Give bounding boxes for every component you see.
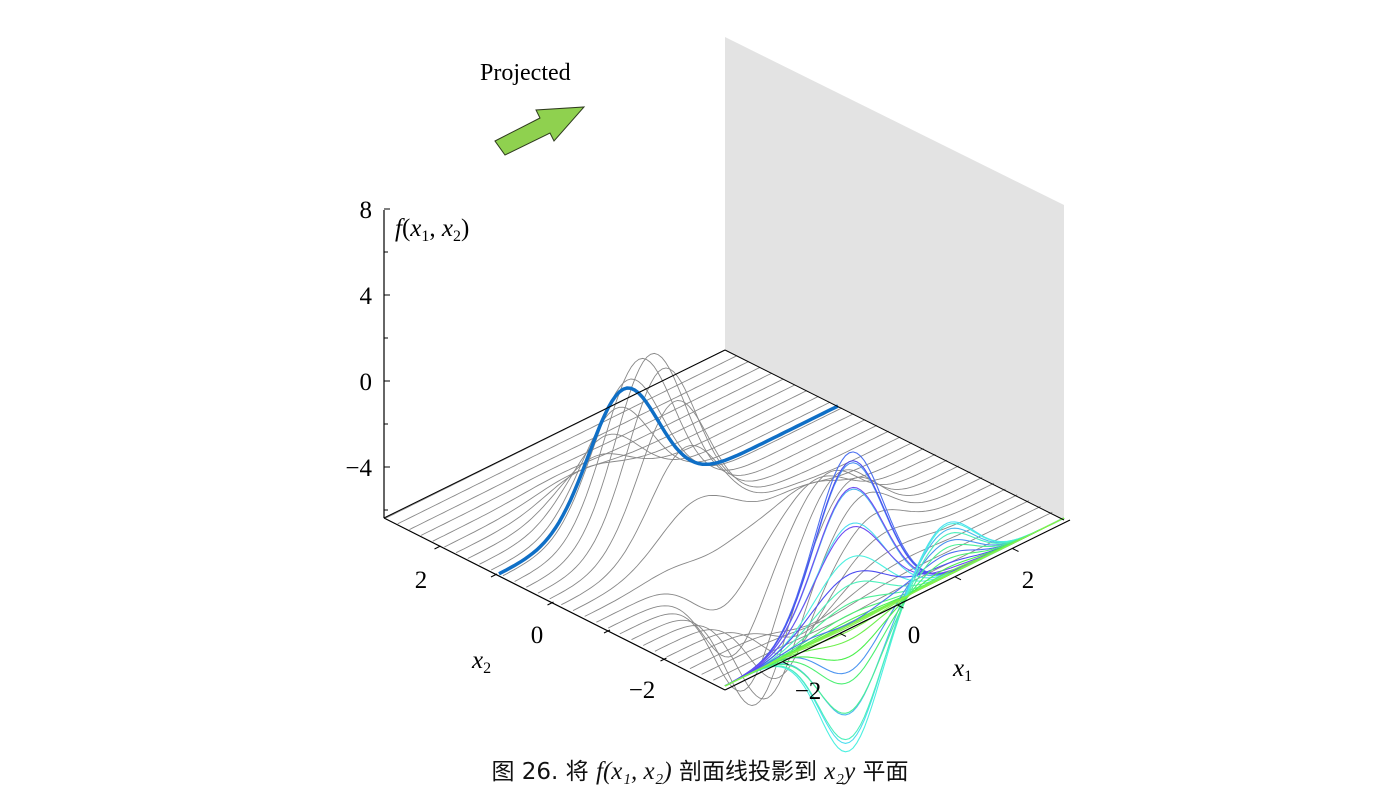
z-tick-label: −4 bbox=[345, 455, 372, 482]
surface-profile bbox=[502, 378, 843, 577]
projection-arrow bbox=[494, 106, 586, 156]
z-tick-label: 0 bbox=[360, 369, 373, 396]
surface-profile bbox=[467, 390, 807, 559]
surface-profile bbox=[444, 378, 784, 548]
x1-axis bbox=[724, 519, 1071, 691]
x1-axis-title: x1 bbox=[952, 655, 972, 685]
caption-middle: 剖面线投影到 bbox=[671, 759, 825, 785]
surface-profile bbox=[654, 482, 995, 680]
surface-profile bbox=[537, 367, 878, 594]
surface-profile bbox=[514, 357, 854, 582]
z-title-f: f bbox=[395, 215, 405, 242]
caption-prefix: 图 26. 将 bbox=[491, 759, 596, 785]
x1-tick bbox=[954, 576, 962, 581]
x2-tick-label: −2 bbox=[629, 677, 656, 704]
projected-profile bbox=[724, 517, 1065, 753]
surface-profile bbox=[526, 352, 866, 588]
x1-tick bbox=[782, 661, 789, 666]
x2-tick-label: 0 bbox=[531, 622, 544, 649]
surface-profile bbox=[701, 505, 1041, 675]
surface-profile bbox=[689, 500, 1030, 670]
projection-plane bbox=[725, 37, 1064, 520]
x2-axis bbox=[383, 517, 726, 691]
x1-tick bbox=[1012, 548, 1019, 552]
x1-tick bbox=[839, 632, 847, 637]
x2-tick bbox=[660, 657, 667, 662]
surface-profile bbox=[549, 400, 889, 600]
caption-formula: f(x₁, x₂) bbox=[596, 758, 672, 785]
z-axis-ticks: 8 4 0 −4 bbox=[345, 197, 390, 511]
projected-annotation: Projected bbox=[480, 60, 571, 86]
x1-tick-label: 0 bbox=[908, 622, 921, 649]
z-tick-label: 8 bbox=[360, 197, 373, 224]
x1-tick-label: −2 bbox=[795, 678, 822, 705]
surface-profile bbox=[455, 384, 796, 554]
z-axis-title: f(x1, x2) bbox=[395, 215, 469, 245]
surface-profile bbox=[432, 372, 772, 542]
projected-profile bbox=[724, 517, 1065, 687]
surface-profile bbox=[619, 465, 959, 692]
surface-profile bbox=[479, 395, 819, 565]
surface-profile bbox=[666, 488, 1006, 658]
x2-axis-title: x2 bbox=[471, 647, 491, 677]
floor-edge-right bbox=[724, 349, 1065, 521]
x1-tick bbox=[897, 604, 904, 609]
surface-profile bbox=[409, 361, 749, 531]
z-tick-label: 4 bbox=[360, 283, 373, 310]
surface-profile bbox=[572, 442, 913, 612]
x2-tick bbox=[490, 573, 498, 578]
surface-profile bbox=[678, 494, 1018, 664]
x2-tick bbox=[434, 545, 441, 550]
x2-axis-ticks: 2 0 −2 bbox=[415, 545, 667, 704]
x2-tick bbox=[547, 601, 554, 606]
projected-profile bbox=[724, 517, 1065, 714]
caption-plane: x₂y bbox=[824, 758, 856, 785]
x1-tick-label: 2 bbox=[1022, 567, 1035, 594]
projected-profile bbox=[724, 517, 1065, 741]
caption-suffix: 平面 bbox=[855, 759, 909, 785]
surface-profile bbox=[490, 401, 831, 571]
surface-profile bbox=[561, 436, 901, 606]
x2-tick-label: 2 bbox=[415, 567, 428, 594]
highlighted-profile bbox=[498, 386, 839, 576]
x2-tick bbox=[603, 629, 611, 634]
figure-caption: 图 26. 将 f(x₁, x₂) 剖面线投影到 x₂y 平面 bbox=[0, 752, 1400, 786]
surface-profile bbox=[596, 453, 936, 623]
floor-edge-back bbox=[383, 349, 726, 519]
projected-profiles bbox=[724, 451, 1065, 753]
x1-axis-ticks: −2 0 2 bbox=[782, 548, 1035, 705]
surface-profile bbox=[642, 476, 983, 700]
surface-profile bbox=[397, 355, 737, 525]
surface-profile bbox=[607, 459, 948, 658]
